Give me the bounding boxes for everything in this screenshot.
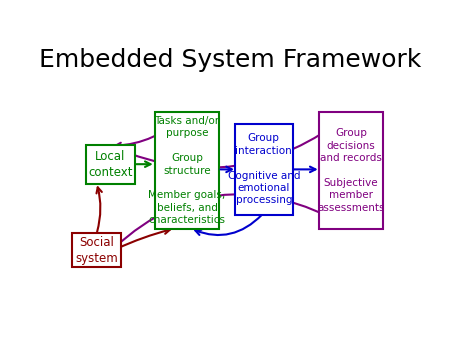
Text: Embedded System Framework: Embedded System Framework xyxy=(40,48,422,72)
FancyBboxPatch shape xyxy=(86,145,135,184)
Text: Local
context: Local context xyxy=(88,150,133,179)
FancyBboxPatch shape xyxy=(235,124,292,215)
FancyBboxPatch shape xyxy=(319,112,383,229)
Text: Group
decisions
and records

Subjective
member
assessments: Group decisions and records Subjective m… xyxy=(317,128,385,213)
FancyBboxPatch shape xyxy=(72,233,121,267)
Text: Group
interaction

Cognitive and
emotional
processing: Group interaction Cognitive and emotiona… xyxy=(228,134,300,206)
Text: Social
system: Social system xyxy=(75,236,118,265)
FancyBboxPatch shape xyxy=(155,112,219,229)
Text: Tasks and/or
purpose

Group
structure

Member goals,
beliefs, and
characteristic: Tasks and/or purpose Group structure Mem… xyxy=(148,116,225,225)
